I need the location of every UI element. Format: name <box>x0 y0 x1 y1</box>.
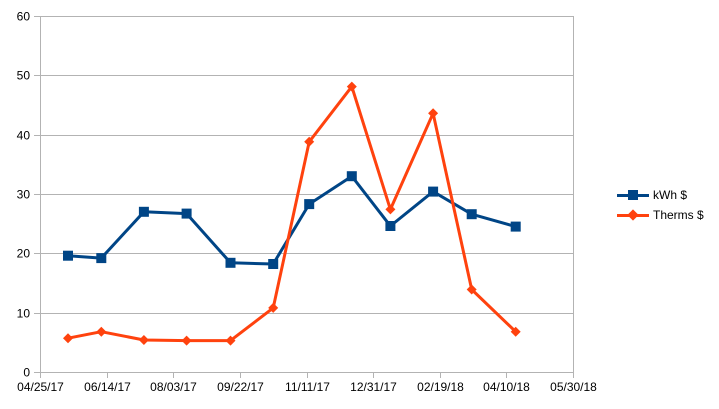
data-point-therms-2 <box>138 335 149 345</box>
axes <box>34 16 574 378</box>
data-point-therms-10 <box>466 284 477 295</box>
data-point-therms-6 <box>304 136 315 147</box>
x-tick-label: 02/19/18 <box>417 380 464 394</box>
series <box>63 81 521 346</box>
grid <box>40 16 573 373</box>
data-point-kwh-0 <box>63 250 73 261</box>
y-tick-label: 50 <box>17 69 31 83</box>
legend-item-therms: Therms $ <box>617 205 704 225</box>
data-point-kwh-1 <box>96 253 107 264</box>
data-point-therms-1 <box>96 326 107 337</box>
data-point-therms-5 <box>268 302 279 313</box>
data-point-therms-9 <box>428 108 439 119</box>
legend-swatch-kwh <box>617 189 649 201</box>
legend-label-kwh: kWh $ <box>653 188 688 202</box>
x-tick-label: 12/31/17 <box>350 380 397 394</box>
legend-swatch-therms <box>617 209 649 221</box>
data-point-kwh-3 <box>181 208 192 219</box>
data-point-therms-0 <box>63 333 73 344</box>
series-line-kwh <box>66 174 518 266</box>
data-point-kwh-7 <box>346 171 357 182</box>
legend-item-kwh: kWh $ <box>617 185 704 205</box>
data-point-therms-11 <box>510 326 521 337</box>
data-point-kwh-11 <box>510 221 521 232</box>
x-tick-label: 06/14/17 <box>84 380 131 394</box>
y-tick-label: 40 <box>17 129 31 143</box>
y-tick-label: 30 <box>17 188 31 202</box>
x-tick-label: 11/11/17 <box>285 380 330 394</box>
x-tick-label: 09/22/17 <box>217 380 264 394</box>
y-tick-label: 0 <box>23 366 30 380</box>
tick-labels: 0 10 20 30 40 50 60 04/25/17 06/14/17 08/03/17 09/… <box>17 10 598 395</box>
x-tick-label: 05/30/18 <box>550 380 597 394</box>
data-point-kwh-8 <box>385 221 396 231</box>
data-point-kwh-10 <box>466 209 477 220</box>
data-point-kwh-6 <box>304 199 315 210</box>
x-tick-label: 04/10/18 <box>483 380 530 394</box>
data-point-therms-4 <box>225 335 236 346</box>
x-tick-label: 04/25/17 <box>17 380 64 394</box>
series-line-therms <box>66 85 518 343</box>
data-point-therms-3 <box>181 335 192 346</box>
y-tick-label: 10 <box>17 307 31 321</box>
data-point-kwh-5 <box>268 259 279 269</box>
data-point-therms-7 <box>346 81 357 92</box>
y-tick-label: 20 <box>17 247 31 261</box>
data-point-kwh-2 <box>138 206 149 217</box>
legend-label-therms: Therms $ <box>653 208 704 222</box>
y-tick-label: 60 <box>17 10 31 24</box>
data-point-kwh-9 <box>428 186 439 197</box>
data-point-therms-8 <box>385 204 396 215</box>
x-tick-label: 08/03/17 <box>150 380 197 394</box>
legend: kWh $ Therms $ <box>617 185 704 225</box>
data-point-kwh-4 <box>225 257 236 268</box>
